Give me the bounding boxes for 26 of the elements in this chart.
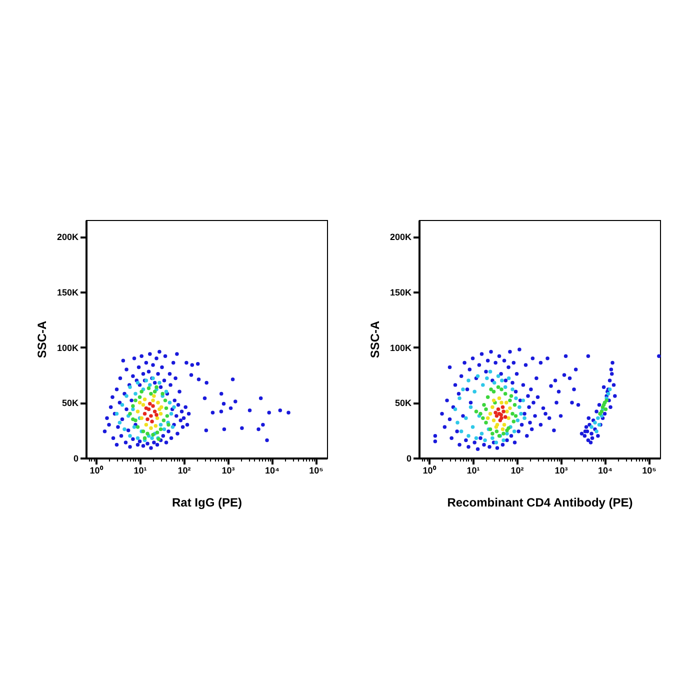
y-tick-label: 200K bbox=[390, 232, 412, 242]
x-tick-label: 10⁵ bbox=[309, 466, 324, 476]
y-tick-label: 200K bbox=[56, 232, 79, 242]
y-axis-title: SSC-A bbox=[368, 320, 382, 358]
y-tick-label: 100K bbox=[56, 342, 79, 353]
x-tick-label: 10⁰ bbox=[90, 466, 104, 476]
x-tick-label: 10³ bbox=[554, 466, 568, 476]
x-tick-label: 10⁰ bbox=[422, 466, 437, 476]
y-tick-label: 50K bbox=[62, 398, 79, 408]
x-tick-label: 10¹ bbox=[134, 466, 147, 476]
y-tick-label: 0 bbox=[406, 454, 412, 464]
y-tick-label: 0 bbox=[73, 454, 78, 464]
x-tick-label: 10³ bbox=[222, 466, 235, 476]
x-tick-label: 10⁴ bbox=[265, 466, 280, 476]
y-tick-label: 50K bbox=[394, 398, 412, 408]
x-axis-title: Recombinant CD4 Antibody (PE) bbox=[447, 496, 633, 510]
x-tick-label: 10² bbox=[178, 466, 191, 476]
y-tick-label: 150K bbox=[56, 287, 79, 298]
y-tick-label: 100K bbox=[390, 342, 412, 353]
x-axis-title: Rat IgG (PE) bbox=[172, 496, 242, 510]
x-tick-label: 10¹ bbox=[466, 466, 480, 476]
x-tick-label: 10² bbox=[510, 466, 524, 476]
x-tick-label: 10⁵ bbox=[642, 466, 656, 476]
y-axis-title: SSC-A bbox=[34, 320, 49, 358]
x-tick-label: 10⁴ bbox=[598, 466, 612, 476]
y-tick-label: 150K bbox=[390, 287, 412, 298]
